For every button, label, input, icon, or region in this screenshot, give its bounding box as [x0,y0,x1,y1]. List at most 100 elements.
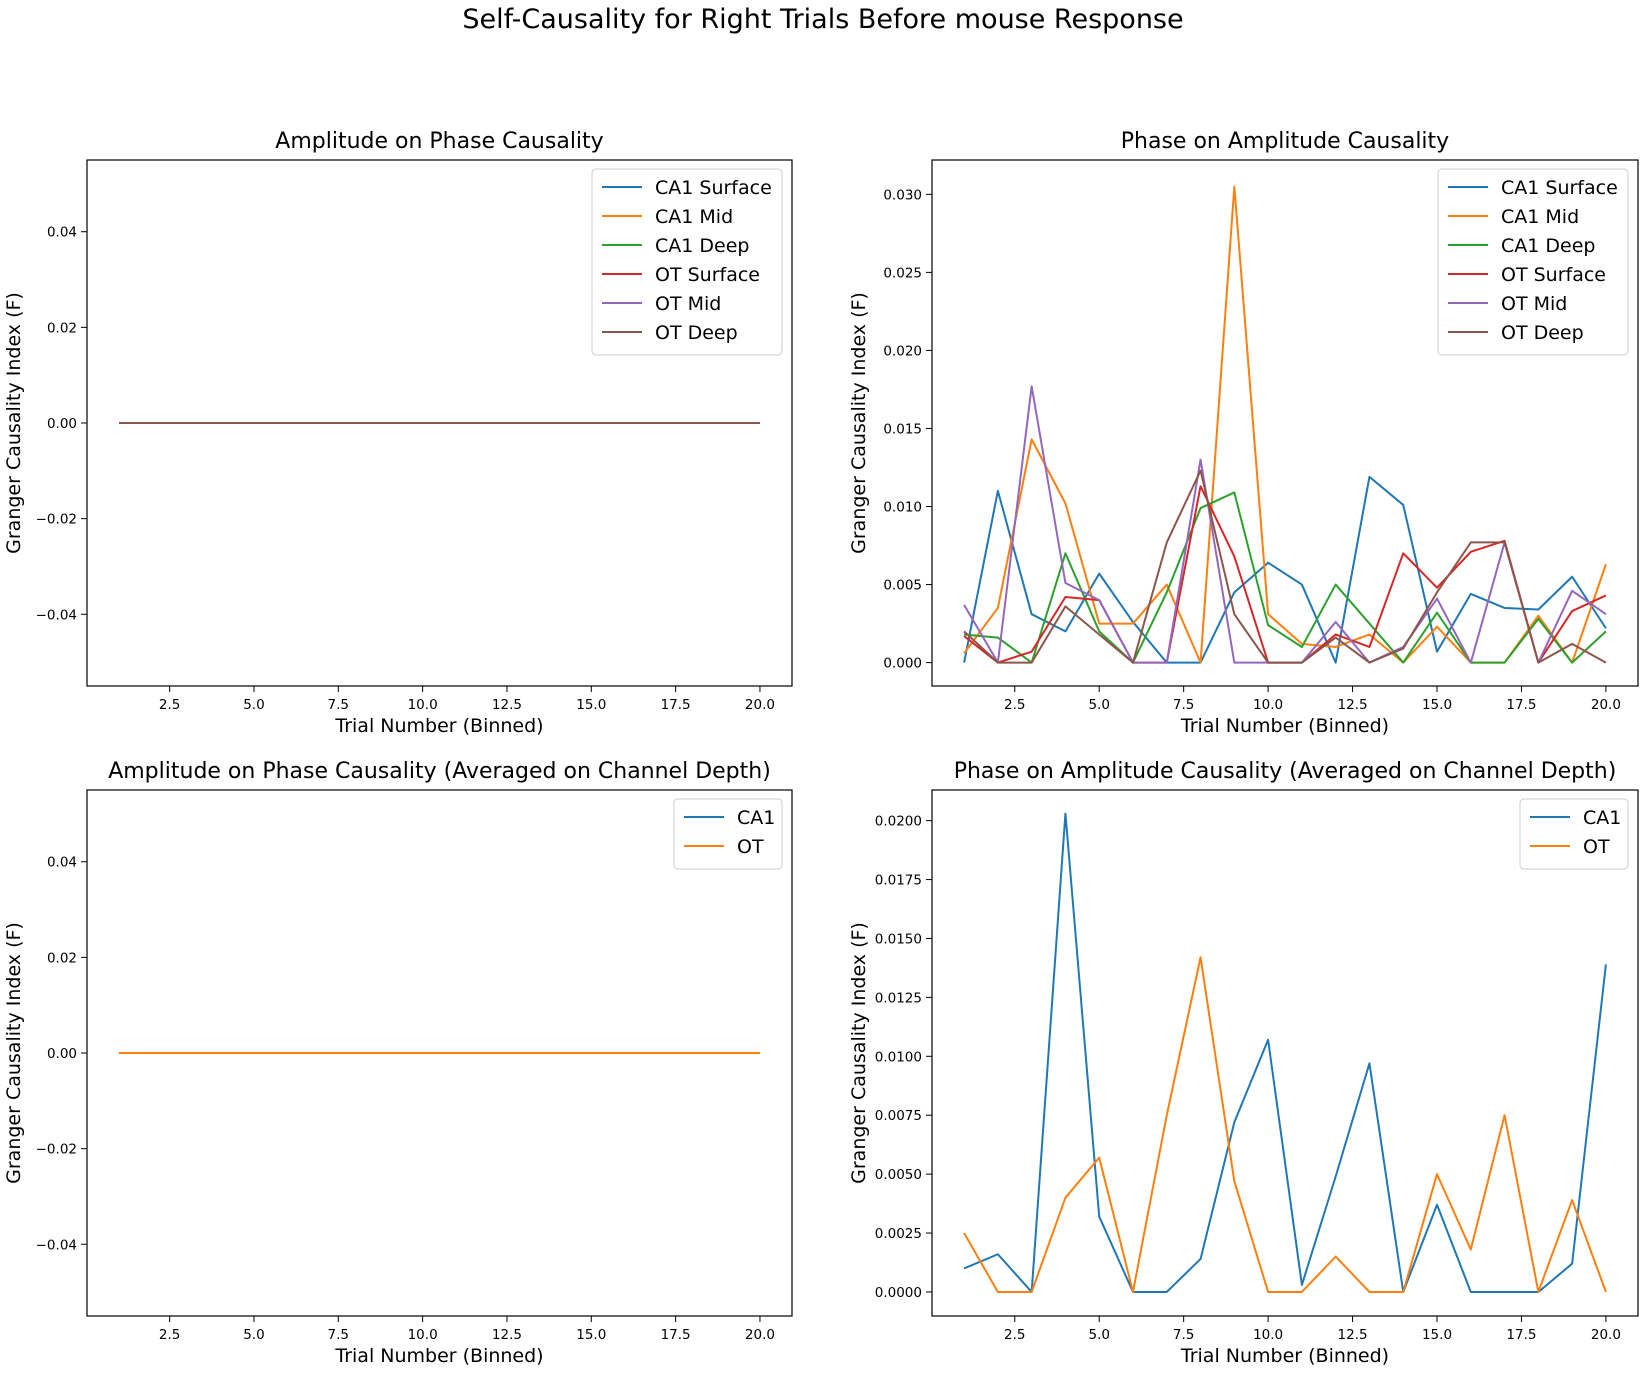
x-tick-label: 17.5 [661,1327,691,1343]
y-tick-label: 0.0175 [875,873,922,889]
y-tick-label: 0.0200 [875,814,922,830]
y-tick-label: 0.02 [47,320,77,336]
legend-label: OT Mid [1501,293,1567,315]
y-tick-label: −0.02 [36,1142,77,1158]
x-tick-label: 15.0 [576,697,606,713]
figure-title: Self-Causality for Right Trials Before m… [462,4,1184,35]
y-tick-label: 0.0150 [875,931,922,947]
y-tick-label: 0.00 [47,1046,77,1062]
x-tick-label: 20.0 [1591,1327,1621,1343]
x-tick-label: 12.5 [1338,1327,1368,1343]
legend-label: OT [737,836,764,858]
chart-title: Phase on Amplitude Causality [1121,129,1449,154]
x-axis-label: Trial Number (Binned) [334,1345,543,1367]
y-tick-label: 0.005 [883,578,922,594]
legend-label: CA1 [737,807,775,829]
legend-label: OT Deep [655,322,738,344]
x-tick-label: 10.0 [408,697,438,713]
x-axis-label: Trial Number (Binned) [334,715,543,737]
x-tick-label: 17.5 [1506,1327,1536,1343]
series-line-2-1 [963,475,1607,664]
x-tick-label: 17.5 [661,697,691,713]
chart-panel-1: 2.5 5.0 7.5 10.0 12.5 15.0 17.5 20.0 −0.04 −0.02 0… [3,129,793,737]
x-tick-label: 5.0 [1088,1327,1109,1343]
legend-label: CA1 Mid [1501,206,1579,228]
y-axis-label: Granger Causality Index (F) [3,292,25,554]
plot-frame [931,159,1639,687]
legend-label: CA1 Surface [655,177,772,199]
y-tick-label: 0.0000 [875,1285,922,1301]
y-tick-label: 0.04 [47,855,77,871]
legend-label: CA1 Deep [1501,235,1595,257]
x-tick-label: 2.5 [159,697,180,713]
x-axis-label: Trial Number (Binned) [1180,715,1389,737]
y-tick-label: 0.0100 [875,1049,922,1065]
y-tick-label: 0.0050 [875,1167,922,1183]
x-tick-label: 10.0 [408,1327,438,1343]
chart-title: Phase on Amplitude Causality (Averaged o… [954,759,1617,784]
legend-label: CA1 Mid [655,206,733,228]
chart-panel-3: 2.5 5.0 7.5 10.0 12.5 15.0 17.5 20.0 −0.04 −0.02 0… [3,759,793,1367]
x-tick-label: 15.0 [1422,1327,1452,1343]
x-tick-label: 5.0 [1088,697,1109,713]
chart-panel-4: 2.5 5.0 7.5 10.0 12.5 15.0 17.5 20.0 0.0000 0.002… [848,759,1639,1367]
x-tick-label: 7.5 [328,697,349,713]
series-line-2-6 [963,469,1607,664]
chart-panel-2: 2.5 5.0 7.5 10.0 12.5 15.0 17.5 20.0 0.000 0.005 0… [848,129,1639,737]
x-tick-label: 2.5 [159,1327,180,1343]
legend-label: CA1 Deep [655,235,749,257]
x-tick-label: 2.5 [1004,1327,1025,1343]
series-line-2-5 [963,385,1607,664]
x-tick-label: 12.5 [492,1327,522,1343]
legend: CA1 Surface CA1 Mid CA1 Deep OT Surface OT M… [1437,168,1629,356]
y-axis-label: Granger Causality Index (F) [848,922,870,1184]
legend-label: CA1 [1583,807,1621,829]
x-tick-label: 5.0 [243,1327,264,1343]
x-tick-label: 20.0 [745,1327,775,1343]
y-tick-label: 0.030 [883,187,922,203]
y-tick-label: 0.00 [47,416,77,432]
x-tick-label: 15.0 [576,1327,606,1343]
x-tick-label: 20.0 [1591,697,1621,713]
y-axis-label: Granger Causality Index (F) [848,292,870,554]
y-tick-label: 0.020 [883,343,922,359]
y-tick-label: 0.04 [47,225,77,241]
y-tick-label: 0.0025 [875,1226,922,1242]
legend-label: CA1 Surface [1501,177,1618,199]
x-tick-label: 7.5 [1173,697,1194,713]
x-tick-label: 7.5 [1173,1327,1194,1343]
legend-label: OT [1583,836,1610,858]
y-axis-label: Granger Causality Index (F) [3,922,25,1184]
x-tick-label: 17.5 [1506,697,1536,713]
x-tick-label: 15.0 [1422,697,1452,713]
y-tick-label: 0.02 [47,950,77,966]
legend-label: OT Surface [655,264,760,286]
x-tick-label: 12.5 [1338,697,1368,713]
legend-label: OT Surface [1501,264,1606,286]
chart-title: Amplitude on Phase Causality [275,129,603,154]
y-tick-label: 0.010 [883,500,922,516]
series-line-4-1 [963,812,1607,1293]
x-tick-label: 10.0 [1253,1327,1283,1343]
y-tick-label: −0.04 [36,607,77,623]
y-tick-label: 0.025 [883,265,922,281]
legend-label: OT Mid [655,293,721,315]
x-tick-label: 10.0 [1253,697,1283,713]
x-tick-label: 20.0 [745,697,775,713]
y-tick-label: 0.0125 [875,990,922,1006]
plot-frame [931,789,1639,1317]
y-tick-label: 0.000 [883,656,922,672]
x-tick-label: 7.5 [328,1327,349,1343]
y-tick-label: −0.02 [36,512,77,528]
chart-title: Amplitude on Phase Causality (Averaged o… [108,759,771,784]
series-line-4-2 [963,956,1607,1293]
legend: CA1 Surface CA1 Mid CA1 Deep OT Surface OT M… [591,168,783,356]
y-tick-label: −0.04 [36,1237,77,1253]
series-line-2-3 [963,491,1607,664]
x-tick-label: 12.5 [492,697,522,713]
x-tick-label: 2.5 [1004,697,1025,713]
legend: CA1 OT [673,798,783,870]
legend-label: OT Deep [1501,322,1584,344]
y-tick-label: 0.015 [883,421,922,437]
